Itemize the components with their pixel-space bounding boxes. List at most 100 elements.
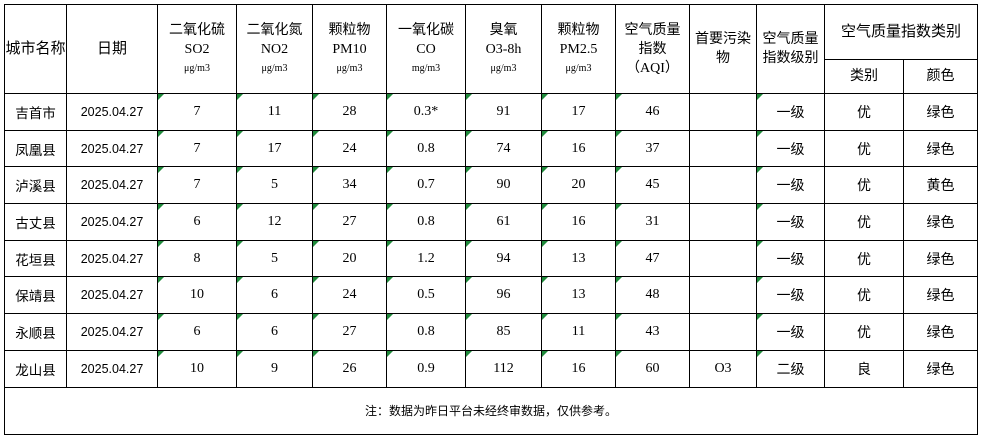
header-primary-pollutant: 首要污染 物 [689,4,757,94]
cell-color: 黄色 [903,166,978,205]
cell-pm25: 16 [541,349,616,388]
table-row: 凤凰县 2025.04.27 7 17 24 0.8 74 16 37 一级优绿色 [4,129,978,168]
cell-category: 优 [824,239,904,278]
cell-aqi: 46 [615,93,690,131]
cell-category: 优 [824,129,904,168]
cell-no2: 6 [236,276,313,315]
cell-so2: 6 [157,203,237,241]
header-aqi-level: 空气质量 指数级别 [756,4,825,94]
cell-color: 绿色 [903,276,978,315]
cell-color: 绿色 [903,93,978,131]
header-co: 一氧化碳 CO mg/m3 [386,4,466,94]
cell-level: 一级 [756,203,825,241]
cell-no2: 6 [236,313,313,351]
cell-pm10: 28 [312,93,387,131]
cell-primary [689,129,757,168]
cell-color: 绿色 [903,313,978,351]
header-no2: 二氧化氮 NO2 μg/m3 [236,4,313,94]
cell-so2: 7 [157,166,237,205]
cell-co: 0.3* [386,93,466,131]
cell-so2: 6 [157,313,237,351]
header-category: 类别 [824,59,904,94]
cell-color: 绿色 [903,203,978,241]
cell-o3: 112 [465,349,542,388]
cell-o3: 74 [465,129,542,168]
cell-date: 2025.04.27 [66,239,158,278]
cell-no2: 17 [236,129,313,168]
cell-so2: 7 [157,129,237,168]
cell-aqi: 37 [615,129,690,168]
cell-color: 绿色 [903,239,978,278]
cell-level: 一级 [756,129,825,168]
cell-primary [689,203,757,241]
header-so2: 二氧化硫 SO2 μg/m3 [157,4,237,94]
cell-primary [689,239,757,278]
header-pm25: 颗粒物 PM2.5 μg/m3 [541,4,616,94]
table-row: 花垣县 2025.04.27 8 5 20 1.2 94 13 47 一级优绿色 [4,239,978,278]
header-row-1: 城市名称 日期 二氧化硫 SO2 μg/m3 二氧化氮 NO2 μg/m3 颗粒… [4,4,978,94]
cell-so2: 10 [157,349,237,388]
cell-pm10: 27 [312,203,387,241]
header-o3: 臭氧 O3-8h μg/m3 [465,4,542,94]
cell-aqi: 45 [615,166,690,205]
footnote: 注：数据为昨日平台未经终审数据，仅供参考。 [4,386,978,435]
cell-city: 保靖县 [4,276,67,315]
cell-co: 0.5 [386,276,466,315]
header-pm10: 颗粒物 PM10 μg/m3 [312,4,387,94]
cell-date: 2025.04.27 [66,276,158,315]
cell-co: 0.8 [386,203,466,241]
cell-o3: 90 [465,166,542,205]
table-body: 吉首市 2025.04.27 7 11 28 0.3* 91 17 46 一级优绿色 凤凰县 2025… [4,93,978,388]
cell-city: 凤凰县 [4,129,67,168]
cell-aqi: 47 [615,239,690,278]
cell-o3: 85 [465,313,542,351]
cell-co: 0.8 [386,129,466,168]
cell-date: 2025.04.27 [66,349,158,388]
cell-category: 优 [824,276,904,315]
cell-city: 龙山县 [4,349,67,388]
cell-co: 0.8 [386,313,466,351]
cell-city: 吉首市 [4,93,67,131]
header-date: 日期 [66,4,158,94]
cell-level: 一级 [756,313,825,351]
table-row: 保靖县 2025.04.27 10 6 24 0.5 96 13 48 一级优绿色 [4,276,978,315]
cell-o3: 96 [465,276,542,315]
cell-aqi: 43 [615,313,690,351]
table-row: 永顺县 2025.04.27 6 6 27 0.8 85 11 43 一级优绿色 [4,313,978,351]
cell-pm25: 16 [541,129,616,168]
header-category-group: 空气质量指数类别 [824,4,978,60]
cell-o3: 94 [465,239,542,278]
cell-category: 良 [824,349,904,388]
header-row-2: 类别 颜色 [5,59,978,94]
cell-city: 古丈县 [4,203,67,241]
cell-category: 优 [824,313,904,351]
cell-color: 绿色 [903,129,978,168]
cell-pm10: 34 [312,166,387,205]
table-row: 泸溪县 2025.04.27 7 5 34 0.7 90 20 45 一级优黄色 [4,166,978,205]
table-row: 吉首市 2025.04.27 7 11 28 0.3* 91 17 46 一级优绿色 [4,93,978,131]
cell-pm10: 20 [312,239,387,278]
cell-co: 0.9 [386,349,466,388]
cell-no2: 9 [236,349,313,388]
cell-city: 永顺县 [4,313,67,351]
cell-o3: 91 [465,93,542,131]
cell-primary [689,276,757,315]
cell-so2: 10 [157,276,237,315]
cell-no2: 11 [236,93,313,131]
cell-date: 2025.04.27 [66,93,158,131]
cell-co: 1.2 [386,239,466,278]
cell-so2: 8 [157,239,237,278]
cell-date: 2025.04.27 [66,313,158,351]
cell-pm10: 24 [312,276,387,315]
cell-level: 二级 [756,349,825,388]
header-city: 城市名称 [4,4,67,94]
cell-category: 优 [824,93,904,131]
cell-pm25: 20 [541,166,616,205]
cell-color: 绿色 [903,349,978,388]
cell-aqi: 48 [615,276,690,315]
cell-pm25: 11 [541,313,616,351]
cell-pm10: 24 [312,129,387,168]
header-color: 颜色 [903,59,978,94]
cell-primary [689,313,757,351]
cell-aqi: 31 [615,203,690,241]
